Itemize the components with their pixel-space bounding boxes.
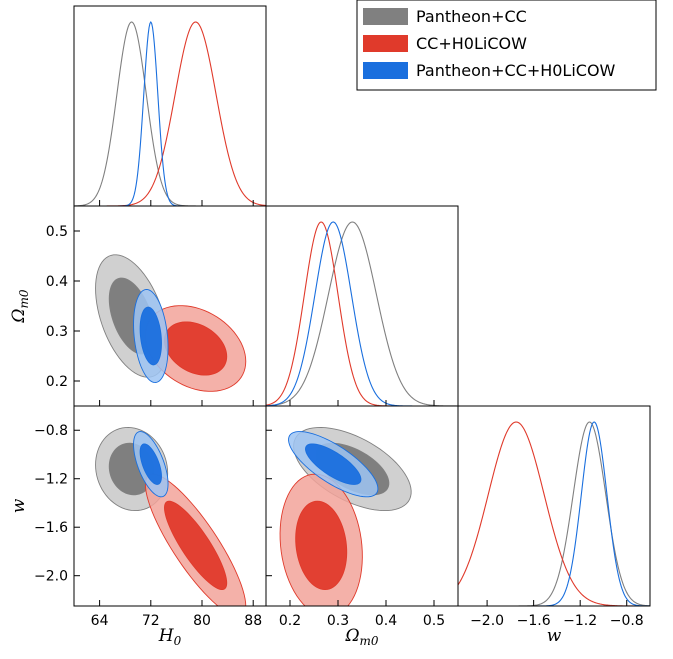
y-tick-label-Omega_m0-1: 0.3 [46, 324, 68, 340]
marginal-curve-Omega_m0-series-0 [265, 221, 458, 407]
legend-swatch-1 [363, 35, 408, 52]
contour-1sigma-H0-Omega_m0-series-2 [139, 306, 162, 366]
y-axis-label-Omega_m0: Ωm0 [9, 289, 31, 323]
x-tick-label-Omega_m0-1: 0.3 [327, 613, 349, 629]
legend-label-2: Pantheon+CC+H0LiCOW [416, 61, 616, 80]
y-tick-label-Omega_m0-3: 0.5 [46, 224, 68, 240]
x-tick-label-H0-3: 88 [244, 613, 262, 629]
legend: Pantheon+CC CC+H0LiCOW Pantheon+CC+H0LiCOW [356, 0, 657, 91]
x-axis-label-w: w [547, 626, 562, 646]
y-tick-label-w-1: −1.6 [34, 520, 68, 536]
y-tick-label-w-3: −0.8 [34, 423, 68, 439]
x-tick-label-Omega_m0-3: 0.5 [423, 613, 445, 629]
legend-swatch-2 [363, 62, 408, 79]
contour-1sigma-H0-w-series-2 [139, 443, 162, 485]
y-tick-label-Omega_m0-0: 0.2 [46, 374, 68, 390]
y-tick-label-Omega_m0-2: 0.4 [46, 274, 68, 290]
contour-1sigma-Omega_m0-w-series-1 [295, 500, 348, 591]
legend-label-0: Pantheon+CC [416, 7, 527, 26]
x-tick-label-w-1: −1.6 [517, 613, 551, 629]
legend-label-1: CC+H0LiCOW [416, 34, 527, 53]
panels-layer [73, 20, 651, 607]
y-tick-label-w-2: −1.2 [34, 472, 68, 488]
panel-frame-w-w [457, 405, 651, 607]
marginal-curve-Omega_m0-series-2 [265, 221, 458, 407]
x-tick-label-H0-2: 80 [193, 613, 211, 629]
y-tick-label-w-0: −2.0 [34, 569, 68, 585]
x-tick-label-w-3: −0.8 [610, 613, 644, 629]
marginal-curve-H0-series-0 [73, 21, 266, 207]
x-axis-label-H0: H0 [158, 626, 182, 648]
x-tick-label-Omega_m0-0: 0.2 [279, 613, 301, 629]
x-tick-label-H0-1: 72 [142, 613, 160, 629]
contour-panel-H0-w [95, 427, 247, 606]
contour-1sigma-H0-w-series-1 [164, 500, 228, 591]
x-tick-label-w-2: −1.2 [563, 613, 597, 629]
marginal-curve-w-series-0 [458, 421, 651, 607]
x-tick-label-H0-0: 64 [91, 613, 109, 629]
legend-swatch-0 [363, 8, 408, 25]
contour-panel-H0-Omega_m0 [95, 254, 247, 392]
x-tick-label-w-0: −2.0 [470, 613, 504, 629]
contour-panel-Omega_m0-w [279, 427, 412, 606]
marginal-curve-Omega_m0-series-1 [265, 221, 458, 407]
x-axis-label-Omega_m0: Ωm0 [344, 626, 378, 648]
panel-frame-H0-H0 [73, 5, 267, 207]
x-tick-label-Omega_m0-2: 0.4 [375, 613, 397, 629]
axes-layer: 64 72 80 88 0.2 0.3 0.4 0.5 −2.0 −1.6 −1.2 −0.8 0.2 0… [9, 5, 651, 648]
y-axis-label-w: w [9, 498, 29, 513]
contour-1sigma-Omega_m0-w-series-2 [305, 443, 362, 485]
